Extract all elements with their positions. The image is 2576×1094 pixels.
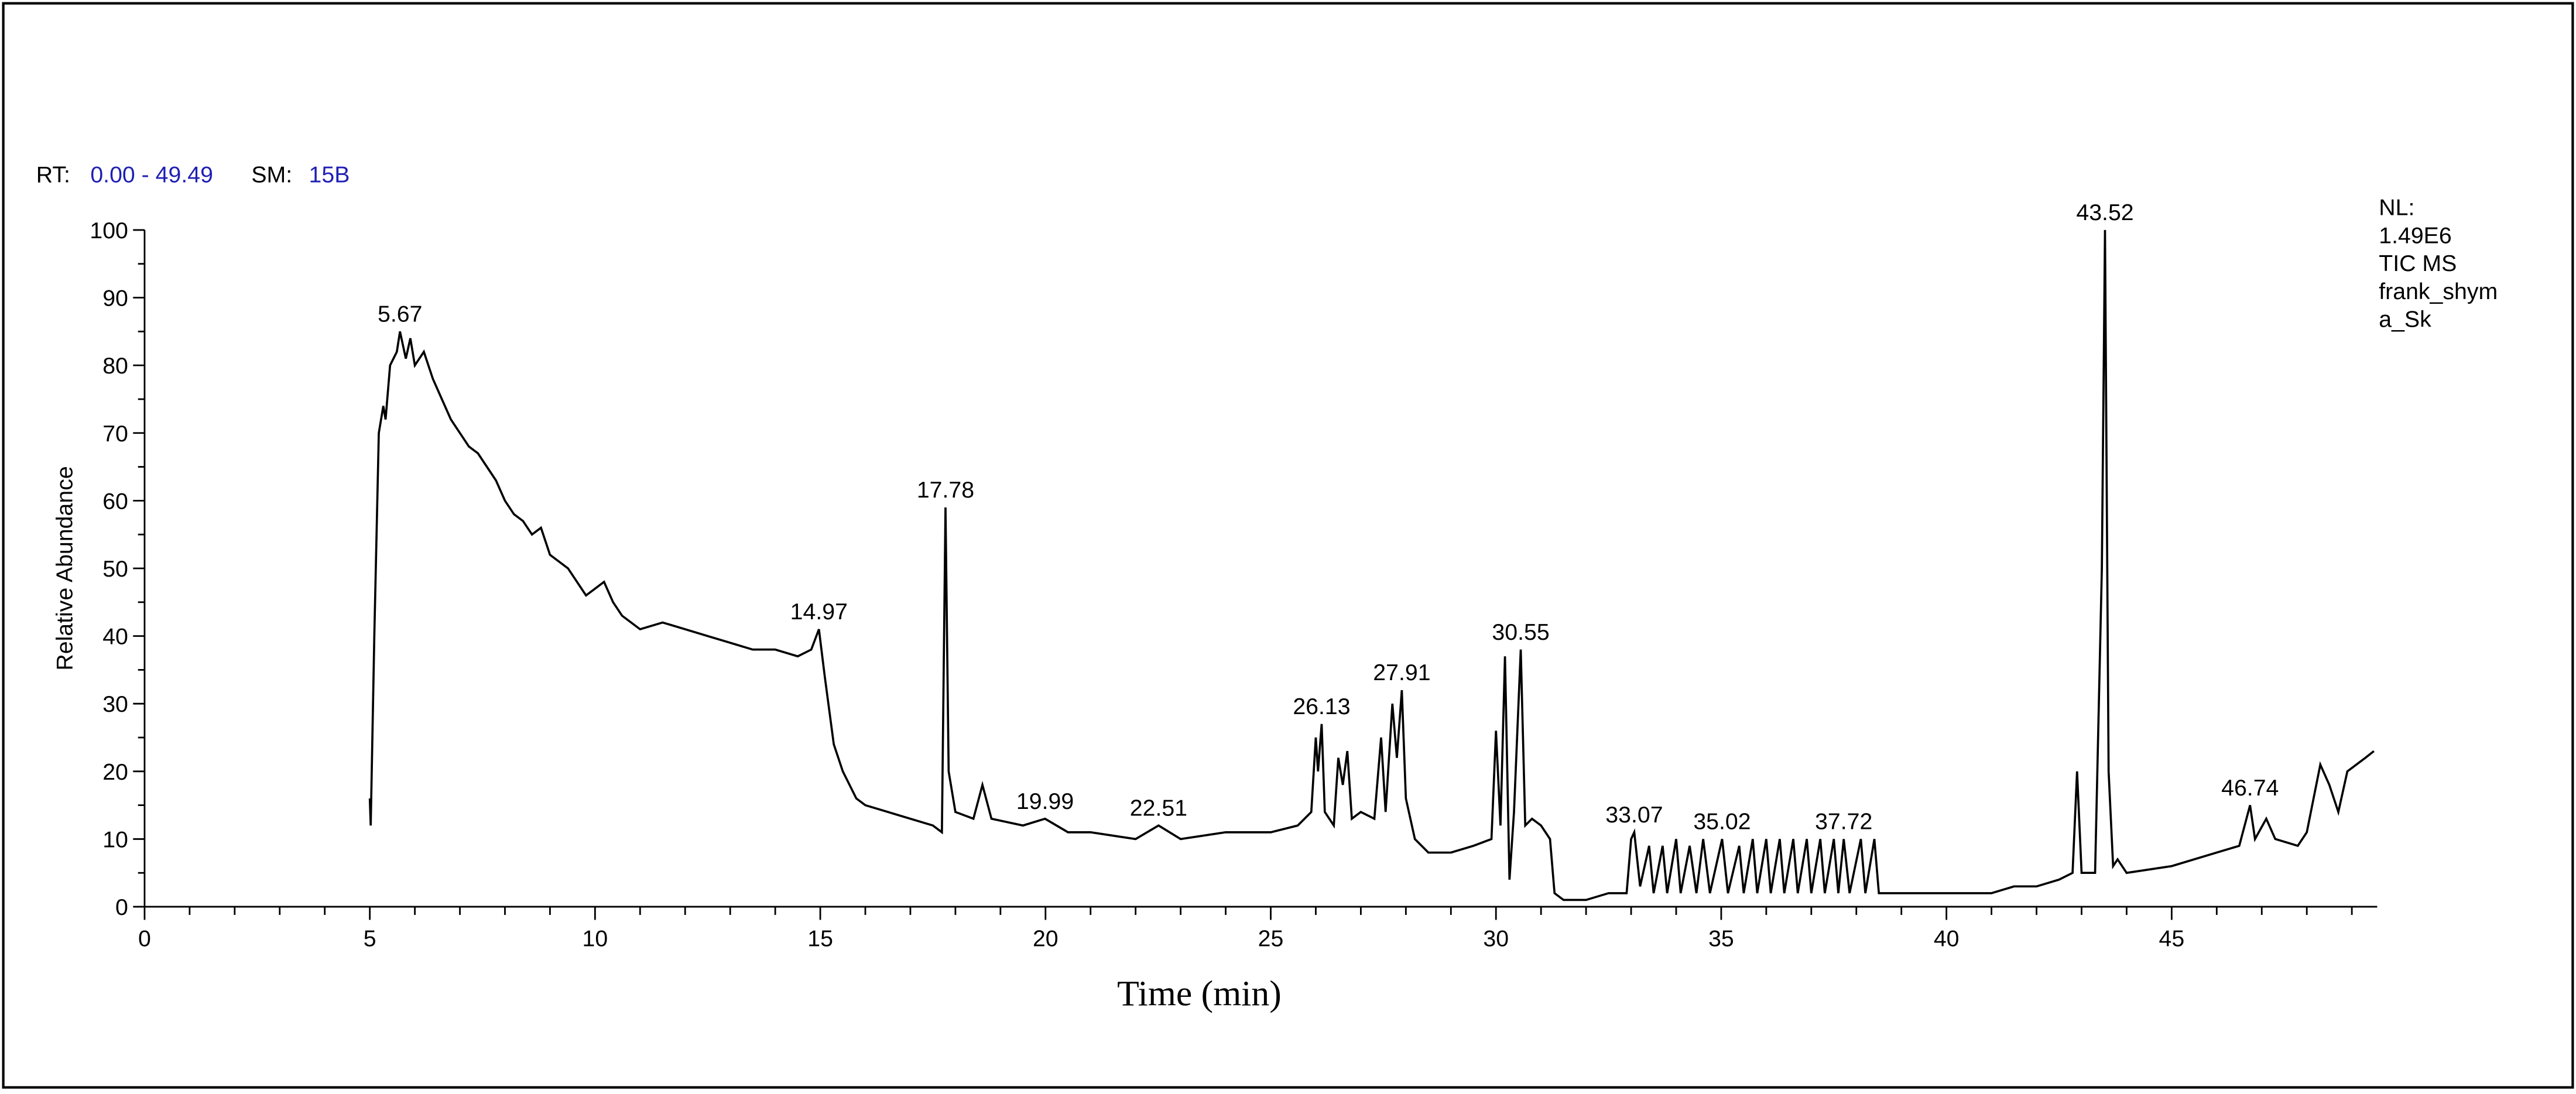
peak-label: 5.67 <box>378 301 422 327</box>
rt-range: 0.00 - 49.49 <box>90 162 213 188</box>
y-axis-title: Relative Abundance <box>52 466 77 670</box>
x-tick-label: 15 <box>807 925 833 951</box>
info-line: frank_shym <box>2379 279 2498 304</box>
y-tick-label: 100 <box>90 218 128 244</box>
peak-label: 33.07 <box>1605 802 1663 828</box>
info-line: TIC MS <box>2379 251 2457 276</box>
y-tick-label: 0 <box>115 894 128 920</box>
x-tick-label: 35 <box>1708 925 1734 951</box>
peak-label: 43.52 <box>2076 200 2133 225</box>
y-tick-label: 10 <box>102 826 128 852</box>
peak-label: 14.97 <box>790 599 848 625</box>
x-tick-label: 45 <box>2159 925 2185 951</box>
peak-label: 46.74 <box>2221 775 2279 801</box>
sm-label: SM: <box>251 162 292 188</box>
y-tick-label: 70 <box>102 421 128 447</box>
y-tick-label: 40 <box>102 624 128 650</box>
y-tick-label: 80 <box>102 353 128 379</box>
x-tick-label: 20 <box>1033 925 1059 951</box>
info-line: 1.49E6 <box>2379 222 2451 248</box>
peak-label: 35.02 <box>1693 809 1751 835</box>
peak-label: 17.78 <box>917 477 974 503</box>
x-tick-label: 10 <box>583 925 608 951</box>
x-tick-label: 30 <box>1483 925 1509 951</box>
peak-label: 37.72 <box>1815 809 1872 835</box>
sm-value: 15B <box>309 162 350 188</box>
x-axis-title: Time (min) <box>1117 973 1282 1013</box>
peak-label: 26.13 <box>1293 694 1350 719</box>
y-tick-label: 60 <box>102 488 128 514</box>
info-line: a_Sk <box>2379 306 2431 332</box>
peak-label: 22.51 <box>1130 795 1187 821</box>
peak-label: 27.91 <box>1373 660 1430 685</box>
y-tick-label: 90 <box>102 286 128 311</box>
x-tick-label: 40 <box>1934 925 1960 951</box>
trace <box>368 229 2375 901</box>
rt-label: RT: <box>36 162 70 188</box>
x-tick-label: 25 <box>1258 925 1284 951</box>
x-tick-label: 5 <box>364 925 376 951</box>
y-tick-label: 50 <box>102 556 128 582</box>
peak-label: 19.99 <box>1016 788 1074 814</box>
info-line: NL: <box>2379 195 2414 221</box>
peak-label: 30.55 <box>1492 619 1549 645</box>
y-tick-label: 20 <box>102 759 128 785</box>
y-tick-label: 30 <box>102 691 128 717</box>
x-tick-label: 0 <box>138 925 151 951</box>
